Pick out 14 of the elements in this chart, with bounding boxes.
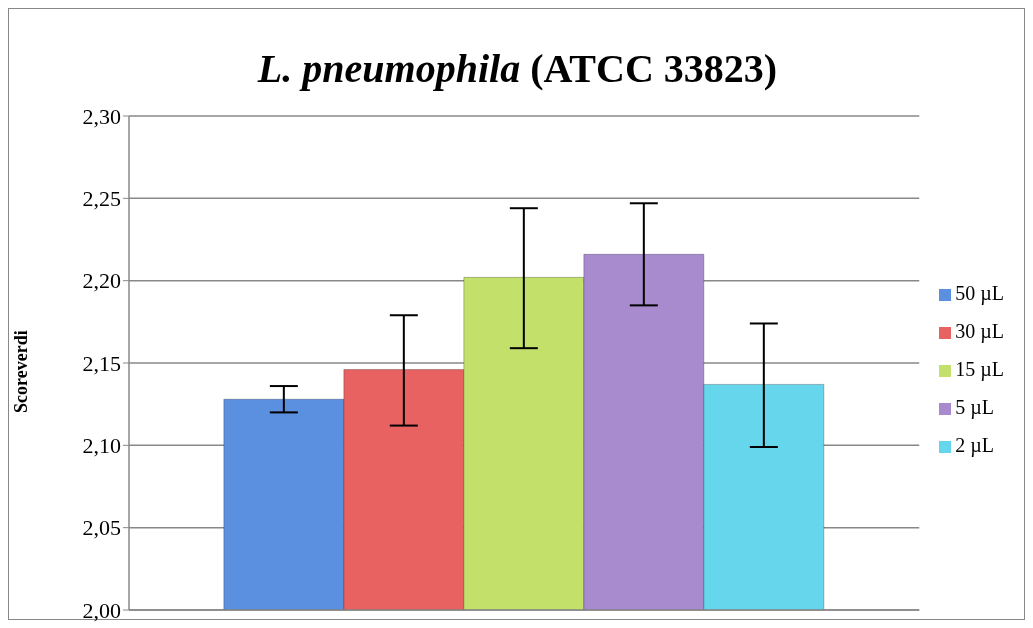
y-axis-title: Scoreverdi bbox=[11, 330, 32, 413]
chart-title: L. pneumophila (ATCC 33823) bbox=[257, 46, 778, 91]
legend-label: 5 µL bbox=[955, 396, 994, 418]
y-tick-label: 2,10 bbox=[82, 433, 121, 459]
legend-label: 2 µL bbox=[955, 434, 994, 456]
legend-label: 15 µL bbox=[955, 358, 1004, 380]
legend-label: 50 µL bbox=[955, 282, 1004, 304]
y-tick-label: 2,15 bbox=[82, 350, 121, 376]
y-tick-label: 2,00 bbox=[82, 597, 121, 623]
y-tick-label: 2,25 bbox=[82, 186, 121, 212]
y-tick-label: 2,30 bbox=[82, 103, 121, 129]
legend-label: 30 µL bbox=[955, 320, 1004, 342]
y-tick-label: 2,20 bbox=[82, 268, 121, 294]
y-tick-label: 2,05 bbox=[82, 515, 121, 541]
